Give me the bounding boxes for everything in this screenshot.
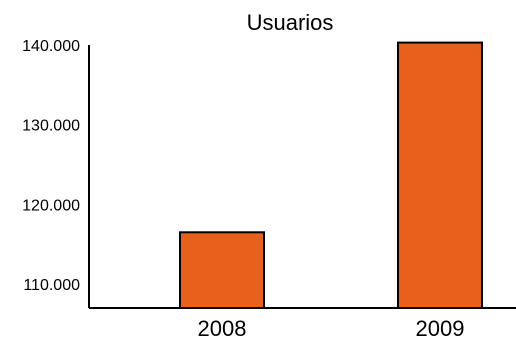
bar-2009 bbox=[397, 41, 483, 310]
y-tick-label: 110.000 bbox=[23, 277, 80, 294]
x-tick-label: 2009 bbox=[416, 316, 465, 338]
bar-2008 bbox=[179, 231, 265, 309]
y-axis: 110.000 120.000 130.000 140.000 bbox=[22, 38, 90, 308]
chart-title: Usuarios bbox=[247, 10, 334, 35]
y-tick-label: 130.000 bbox=[22, 118, 80, 135]
x-tick-label: 2008 bbox=[198, 316, 247, 338]
x-axis: 2008 2009 bbox=[89, 307, 516, 338]
y-tick-label: 140.000 bbox=[22, 38, 80, 55]
y-tick-labels: 110.000 120.000 130.000 140.000 bbox=[22, 38, 80, 294]
y-tick-label: 120.000 bbox=[22, 197, 80, 214]
x-tick-labels: 2008 2009 bbox=[198, 316, 465, 338]
bars-group bbox=[179, 41, 483, 310]
